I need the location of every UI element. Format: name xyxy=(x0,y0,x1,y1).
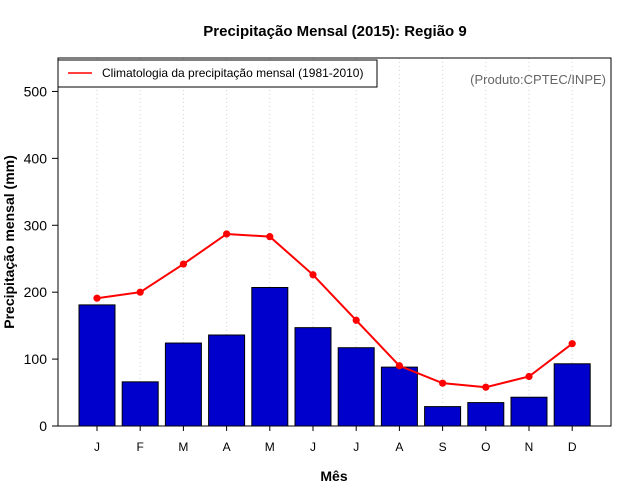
bar-o-9 xyxy=(467,402,505,427)
climatology-point xyxy=(482,383,490,391)
x-axis-label: Mês xyxy=(320,468,347,484)
climatology-point xyxy=(395,362,403,370)
x-tick-label: O xyxy=(481,440,490,454)
x-tick-label: A xyxy=(395,440,403,454)
bars xyxy=(78,286,591,427)
y-axis-label: Precipitação mensal (mm) xyxy=(1,155,17,329)
x-tick-label: D xyxy=(568,440,577,454)
climatology-point xyxy=(179,260,187,268)
x-tick-label: J xyxy=(353,440,359,454)
legend-label: Climatologia da precipitação mensal (198… xyxy=(102,66,363,80)
bar-n-10 xyxy=(510,396,548,427)
climatology-point xyxy=(136,288,144,296)
x-tick-label: N xyxy=(525,440,534,454)
climatology-point xyxy=(266,233,274,241)
plot-frame xyxy=(57,57,612,427)
climatology-polyline xyxy=(96,232,573,389)
climatology-point xyxy=(525,372,533,381)
bar-s-8 xyxy=(424,406,462,427)
climatology-point xyxy=(568,340,576,348)
x-tick-label: J xyxy=(94,440,100,454)
chart-title: Precipitação Mensal (2015): Região 9 xyxy=(203,23,466,40)
bar-m-2 xyxy=(164,342,202,427)
legend: Climatologia da precipitação mensal (198… xyxy=(57,59,378,88)
x-tick-label: A xyxy=(223,440,231,454)
bar-j-5 xyxy=(294,327,332,427)
bar-d-11 xyxy=(553,363,591,427)
climatology-point xyxy=(93,294,101,302)
bar-j-0 xyxy=(78,304,116,427)
climatology-point xyxy=(352,316,360,324)
y-tick-label: 100 xyxy=(24,351,48,367)
source-annotation: (Produto:CPTEC/INPE) xyxy=(470,72,606,87)
grid xyxy=(96,58,573,426)
bar-j-6 xyxy=(337,347,375,427)
climatology-point xyxy=(439,379,447,387)
bar-a-3 xyxy=(208,334,246,427)
x-tick-label: M xyxy=(178,440,188,454)
x-tick-label: S xyxy=(439,440,447,454)
y-tick-label: 0 xyxy=(39,418,47,434)
climatology-point xyxy=(309,271,317,279)
y-tick-label: 200 xyxy=(24,284,48,300)
x-tick-label: F xyxy=(137,440,144,454)
climatology-line xyxy=(93,230,576,391)
y-tick-label: 300 xyxy=(24,217,48,233)
bar-m-4 xyxy=(251,286,289,427)
legend-box xyxy=(57,59,378,88)
y-axis: 0 100 200 300 400 500 xyxy=(24,83,58,434)
bar-a-7 xyxy=(380,366,418,427)
x-tick-label: J xyxy=(310,440,316,454)
bar-f-1 xyxy=(121,381,159,427)
y-tick-label: 400 xyxy=(24,150,48,166)
climatology-point xyxy=(223,230,231,238)
y-tick-label: 500 xyxy=(24,83,48,99)
x-tick-label: M xyxy=(265,440,275,454)
